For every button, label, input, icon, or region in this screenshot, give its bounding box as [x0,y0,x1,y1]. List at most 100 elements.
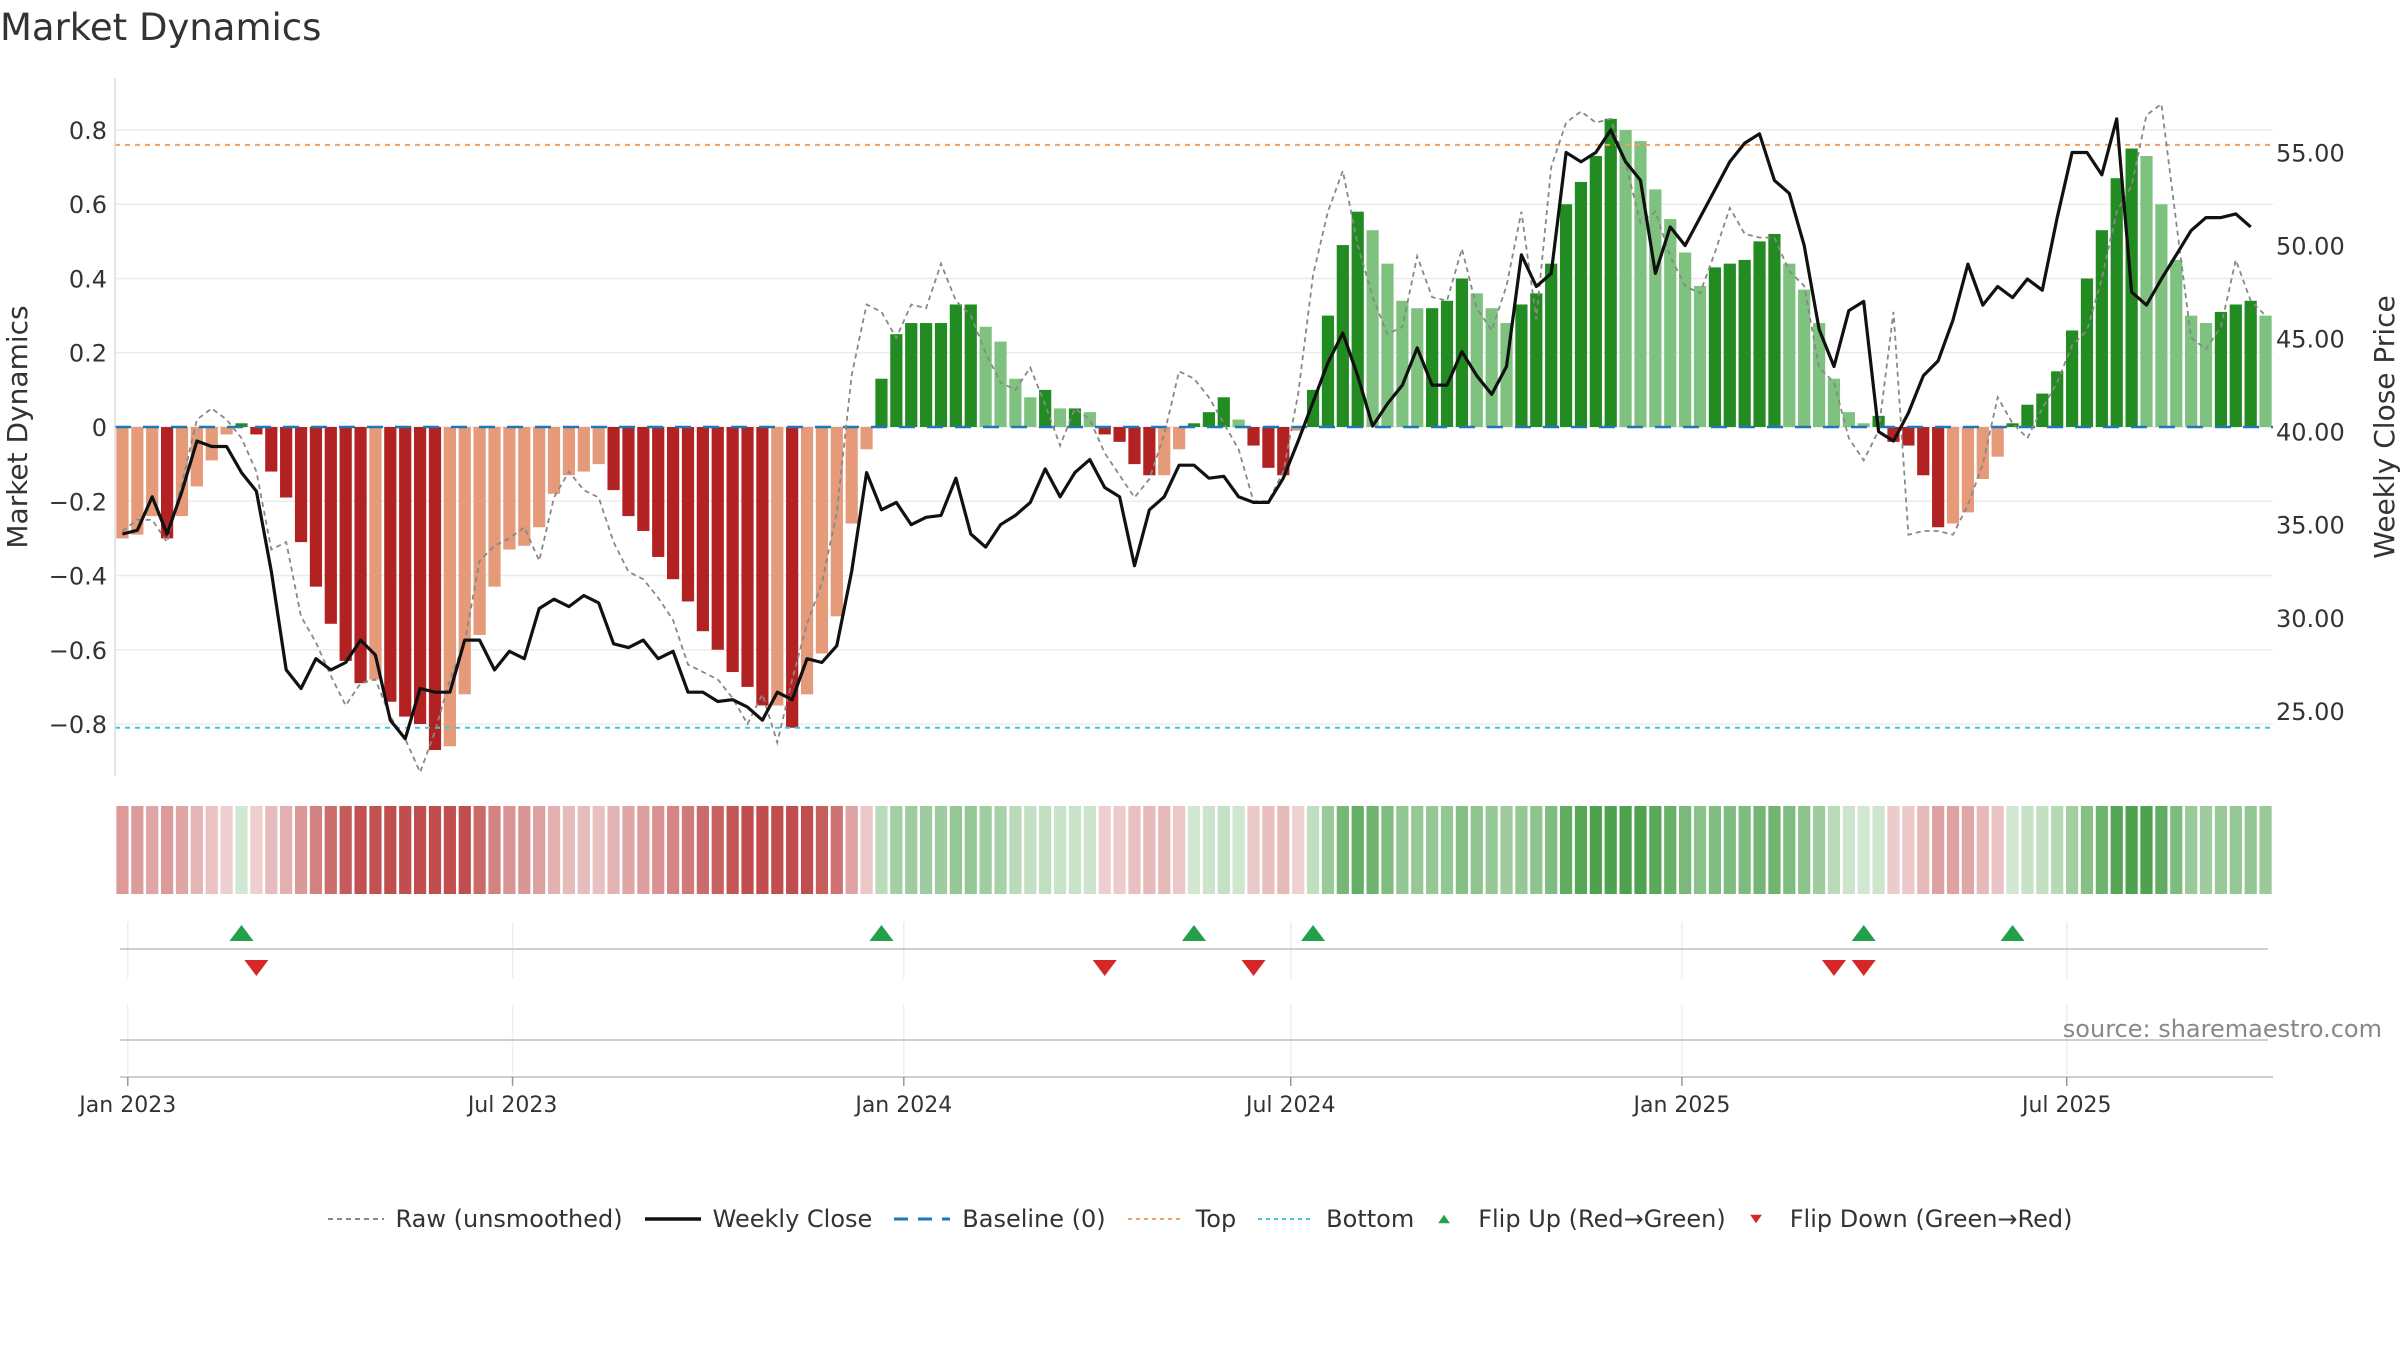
dynamics-bar [771,427,784,706]
flip-down-marker [244,960,269,976]
legend-baseline-label: Baseline (0) [962,1205,1106,1233]
regime-cell [681,806,695,894]
dynamics-bar [920,323,933,427]
dynamics-bar [220,427,233,435]
regime-cell [1976,806,1989,894]
dynamics-bar [1485,308,1498,427]
dynamics-bar [533,427,546,528]
dynamics-bar [413,427,427,725]
y-tick-label: −0.8 [49,711,107,739]
source-note: source: sharemaestro.com [2062,1015,2382,1043]
regime-cell [830,806,843,894]
dynamics-bar [1902,427,1915,446]
regime-cell [1366,806,1379,894]
flip-down-marker [1241,960,1266,976]
legend-flip-down: Flip Down (Green→Red) [1748,1205,2073,1233]
legend-bottom: Bottom [1258,1205,1414,1233]
weekly-close-line [122,117,2252,741]
dynamics-bar [1292,427,1305,431]
regime-cell [354,806,367,894]
regime-cell [1113,806,1126,894]
x-tick-label: Jul 2025 [2020,1093,2112,1118]
regime-cell [800,806,814,894]
y2-axis-label: Weekly Close Price [2368,295,2400,558]
dynamics-bar [1202,412,1215,427]
dynamics-bar [473,427,486,635]
dynamics-bar [1798,289,1811,427]
legend-close-swatch [644,1217,701,1221]
regime-cell [1232,806,1245,894]
regime-cell [1202,806,1215,894]
dynamics-bar [1619,129,1632,427]
dynamics-bar [1396,300,1409,427]
regime-cell [473,806,486,894]
dynamics-bar [1098,427,1111,435]
regime-cell [1961,806,1975,894]
regime-cell [1753,806,1766,894]
regime-cell [1738,806,1751,894]
regime-cell [1485,806,1498,894]
dynamics-bar [2051,371,2064,427]
regime-cell [280,806,293,894]
dynamics-bar [622,427,635,517]
regime-cell [1589,806,1602,894]
dynamics-bar [443,427,456,747]
y-tick-label: 0 [92,414,107,442]
regime-cell [2036,806,2049,894]
flip-up-marker [1851,925,1876,941]
regime-cell [1619,806,1632,894]
regime-cell [2170,806,2183,894]
dynamics-bar [2199,323,2213,427]
dynamics-bar [756,427,769,706]
dynamics-bar [2185,315,2198,427]
regime-cell [2214,806,2228,894]
dynamics-bar [1917,427,1930,476]
regime-cell [1247,806,1260,894]
dynamics-bar [845,427,858,524]
regime-cell [339,806,352,894]
y2-tick-label: 55.00 [2276,139,2345,167]
dynamics-bar [652,427,665,557]
regime-cell [443,806,456,894]
regime-cell [488,806,501,894]
dynamics-bar [2229,304,2242,427]
regime-cell [533,806,546,894]
regime-cell [1664,806,1677,894]
dynamics-bar [503,427,516,550]
dynamics-bar [354,427,367,684]
dynamics-bar [1693,285,1707,427]
legend-flip-down-label: Flip Down (Green→Red) [1789,1205,2073,1233]
dynamics-bar [1128,427,1141,465]
dynamics-bar [1664,219,1677,427]
dynamics-bar [399,427,412,717]
dynamics-bar [1961,427,1975,513]
regime-cell [652,806,665,894]
regime-cell [2110,806,2123,894]
regime-cell [428,806,442,894]
x-tick-label: Jan 2024 [853,1093,952,1118]
regime-cell [1306,806,1320,894]
dynamics-bar [726,427,739,673]
dynamics-bar [905,323,918,427]
dynamics-bar [265,427,278,472]
dynamics-bar [1426,308,1439,427]
dynamics-bar [949,304,962,427]
dynamics-bar [1321,315,1335,427]
dynamics-bar [681,427,695,602]
dynamics-bar [2155,204,2168,427]
regime-cell [726,806,739,894]
dynamics-bar [547,427,561,494]
dynamics-bar [964,304,977,427]
legend-raw-swatch [327,1218,384,1220]
timeline-panel: Jan 2023 Jul 2023 Jan 2024 Jul 2024 Jan 2025… [77,1005,2273,1118]
regime-cell [175,806,189,894]
regime-cell [1634,806,1647,894]
dynamics-bar [1827,378,1841,427]
regime-cell [190,806,203,894]
regime-cell [875,806,888,894]
legend-flip-up: Flip Up (Red→Green) [1436,1205,1726,1233]
regime-cell [1932,806,1945,894]
dynamics-bar [146,427,159,517]
regime-cell [250,806,263,894]
dynamics-bar [1262,427,1275,468]
